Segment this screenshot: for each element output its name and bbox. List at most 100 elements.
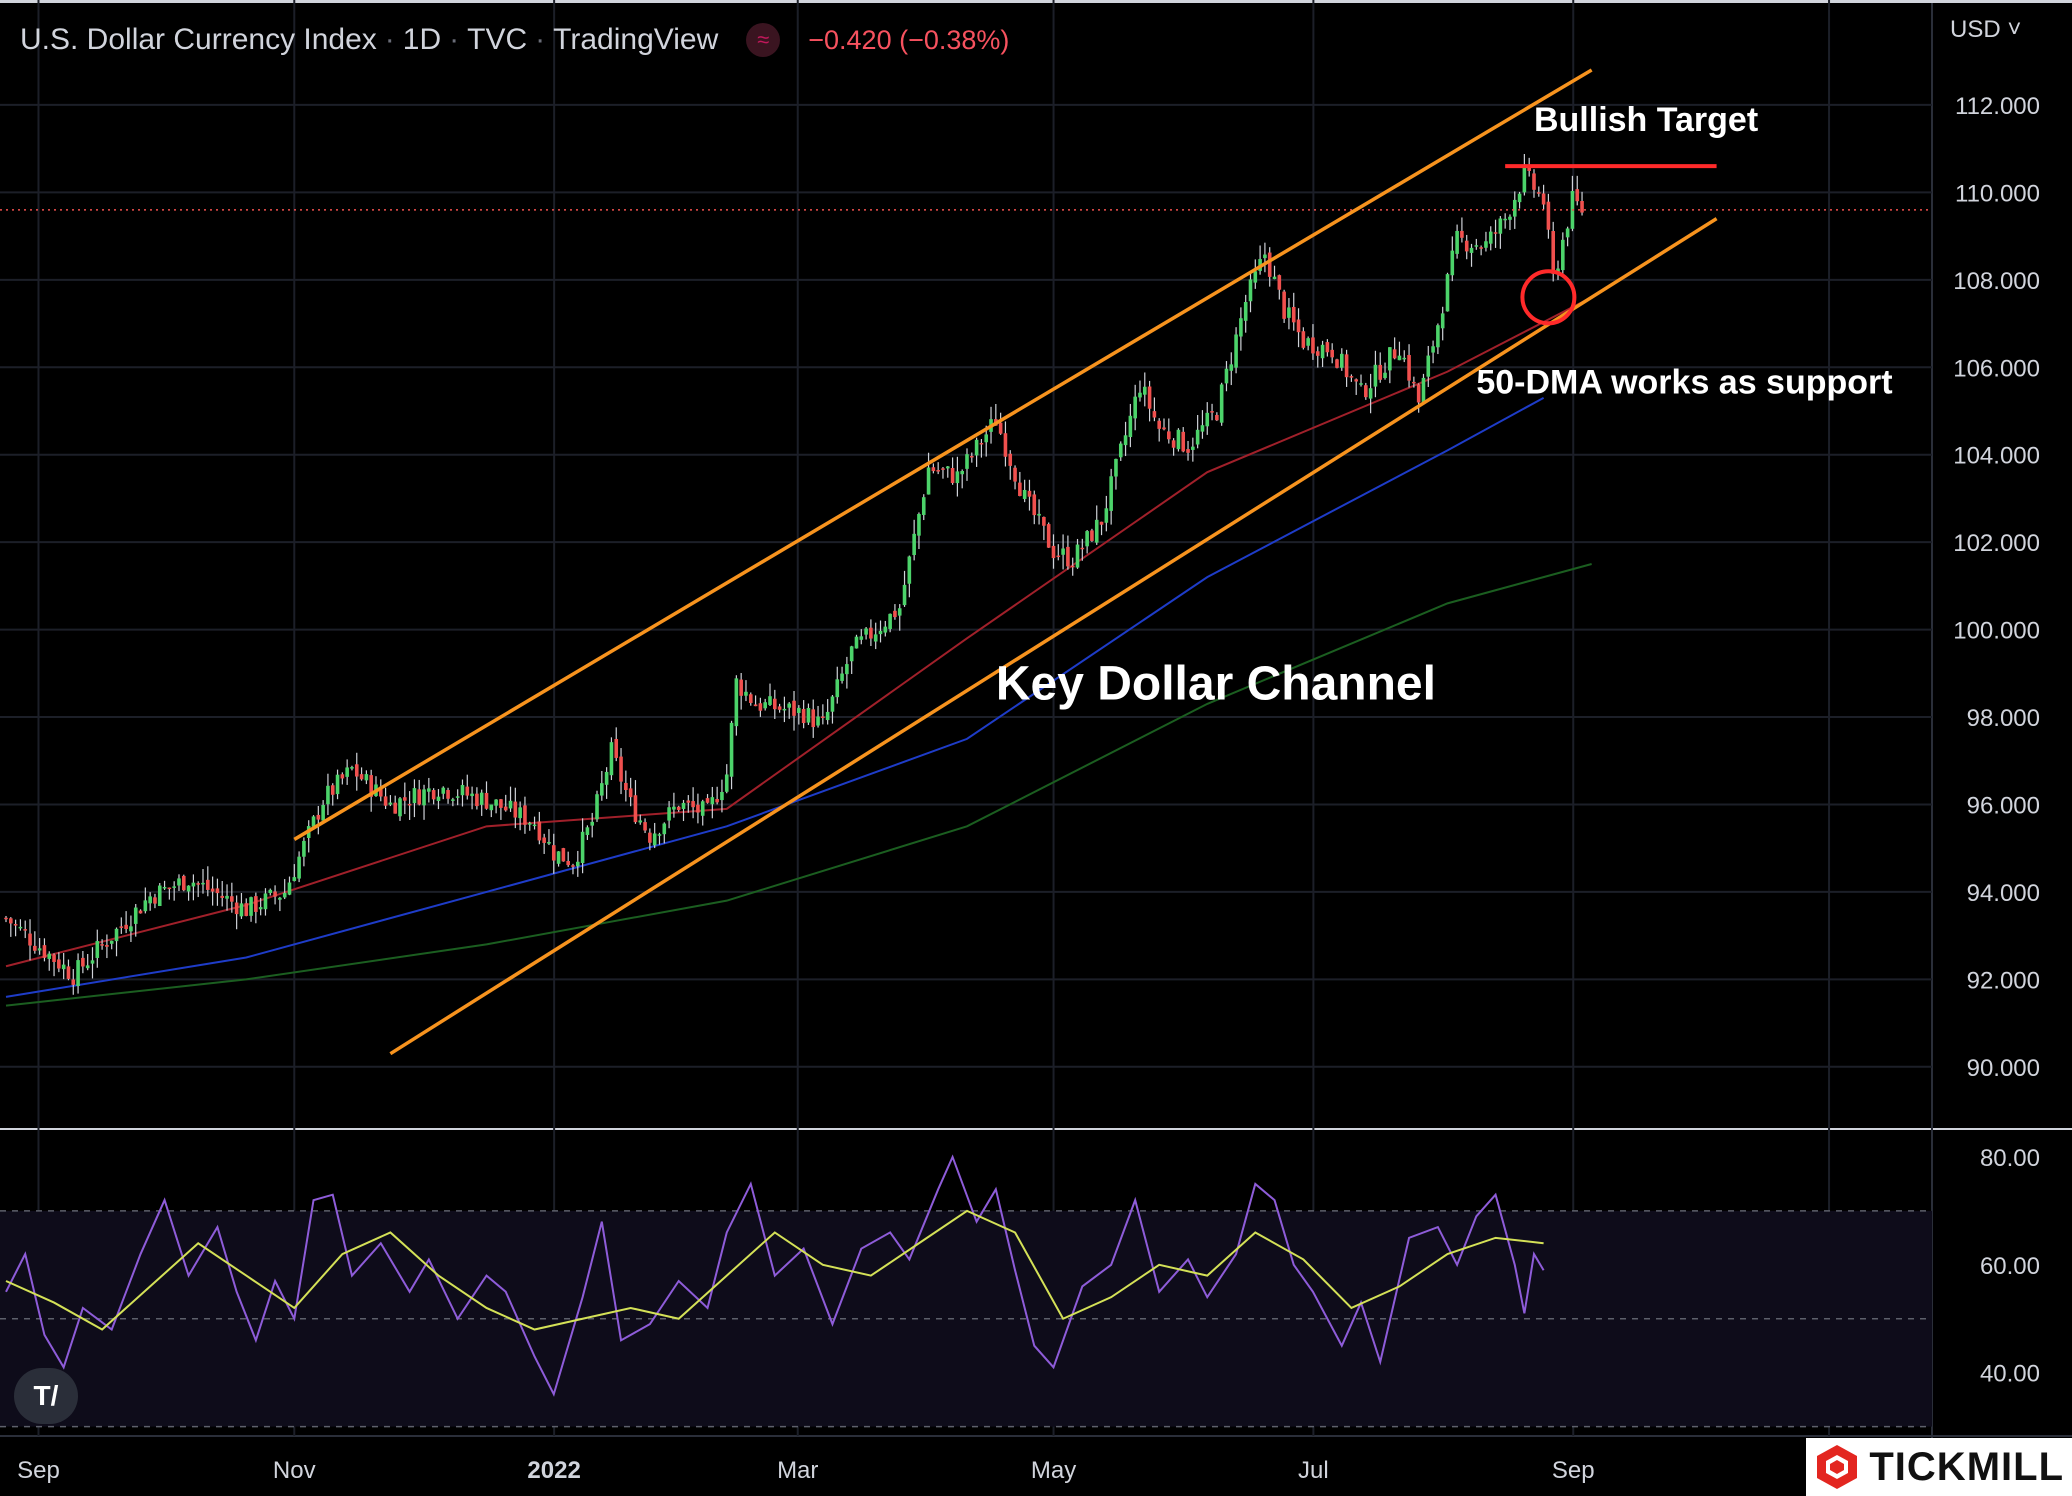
candle-down	[628, 788, 633, 798]
interval-label[interactable]: 1D	[402, 23, 442, 56]
candle-up	[883, 626, 888, 633]
candle-down	[1008, 453, 1013, 466]
candle-up	[1368, 388, 1373, 399]
candle-down	[1042, 516, 1046, 526]
candle-down	[316, 814, 321, 820]
symbol-title[interactable]: U.S. Dollar Currency Index	[20, 23, 377, 56]
candle-up	[854, 636, 859, 649]
candle-up	[1359, 383, 1363, 385]
price-tick-label: 94.000	[1967, 880, 2040, 907]
candle-up	[455, 796, 460, 798]
wave-icon[interactable]: ≈	[746, 23, 781, 57]
candle-up	[782, 708, 787, 711]
candle-down	[1532, 173, 1536, 190]
candle-down	[417, 789, 422, 805]
tradingview-logo-icon[interactable]: T/	[14, 1368, 78, 1424]
candle-up	[1253, 271, 1258, 283]
candle-down	[941, 468, 945, 470]
candle-down	[1167, 431, 1171, 440]
candle-up	[672, 806, 676, 810]
candle-down	[1277, 275, 1282, 290]
candle-down	[1330, 349, 1334, 358]
candle-down	[330, 785, 335, 795]
candle-down	[42, 945, 47, 958]
candle-up	[350, 767, 354, 769]
candle-down	[1575, 189, 1580, 202]
candle-down	[1301, 331, 1306, 348]
candle-down	[1335, 359, 1339, 368]
currency-selector[interactable]: USD ˅	[1950, 16, 2021, 44]
candle-down	[1407, 354, 1411, 381]
candle-up	[960, 470, 964, 475]
candle-down	[1364, 385, 1368, 398]
candle-up	[1037, 513, 1041, 516]
candle-down	[167, 887, 172, 890]
candle-up	[494, 799, 498, 806]
candle-up	[724, 774, 729, 792]
candle-up	[1094, 519, 1099, 543]
candle-down	[676, 806, 681, 810]
candle-down	[1080, 547, 1085, 550]
candle-down	[1546, 201, 1551, 230]
candle-up	[580, 831, 585, 864]
candle-down	[119, 926, 124, 928]
candle-up	[18, 926, 23, 929]
candle-up	[114, 928, 119, 942]
candle-down	[28, 933, 32, 946]
candle-up	[1114, 458, 1118, 477]
candle-down	[561, 848, 566, 862]
candle-up	[888, 613, 892, 629]
candle-up	[662, 823, 667, 835]
candle-down	[998, 422, 1003, 434]
candle-up	[249, 897, 253, 916]
time-tick-label: May	[1031, 1457, 1076, 1484]
candle-up	[37, 948, 42, 951]
chart-annotation: Key Dollar Channel	[996, 658, 1436, 711]
chevron-down-icon: ˅	[2007, 16, 2022, 43]
candle-up	[667, 807, 671, 821]
candle-up	[508, 800, 513, 809]
candle-up	[878, 630, 883, 635]
candle-down	[1479, 247, 1483, 249]
channel-line	[293, 68, 1593, 841]
candle-down	[220, 895, 225, 898]
candle-up	[186, 885, 191, 892]
candle-up	[1142, 386, 1147, 395]
chart-annotation: Bullish Target	[1534, 101, 1758, 139]
candle-up	[744, 691, 748, 696]
candle-up	[451, 799, 455, 801]
moving-average-line	[5, 563, 1592, 1007]
candle-up	[1272, 276, 1277, 280]
candle-down	[1551, 231, 1556, 274]
candle-up	[797, 707, 801, 713]
candle-up	[263, 893, 268, 910]
candle-down	[244, 903, 249, 916]
candle-up	[1522, 165, 1527, 193]
candle-up	[1474, 245, 1479, 247]
candle-up	[133, 907, 138, 924]
candle-down	[1147, 386, 1152, 409]
candle-up	[335, 774, 340, 795]
candle-up	[1488, 231, 1493, 244]
candle-up	[1455, 230, 1459, 254]
candle-up	[292, 877, 297, 882]
candle-down	[1056, 555, 1061, 558]
candle-up	[921, 497, 926, 515]
candle-up	[162, 887, 167, 889]
candle-up	[609, 742, 614, 776]
candle-down	[475, 793, 479, 807]
candle-down	[748, 694, 753, 703]
candle-down	[234, 902, 239, 915]
candle-up	[700, 801, 705, 816]
candle-up	[1339, 353, 1344, 368]
candle-up	[1118, 443, 1123, 458]
candle-up	[297, 856, 301, 879]
candle-down	[210, 888, 215, 892]
candle-up	[1263, 254, 1267, 259]
candle-down	[643, 822, 647, 831]
candle-down	[1013, 467, 1017, 482]
candle-down	[100, 944, 104, 946]
candle-up	[1128, 415, 1133, 438]
brand-watermark: TICKMILL	[1806, 1438, 2072, 1496]
candle-up	[489, 804, 494, 811]
